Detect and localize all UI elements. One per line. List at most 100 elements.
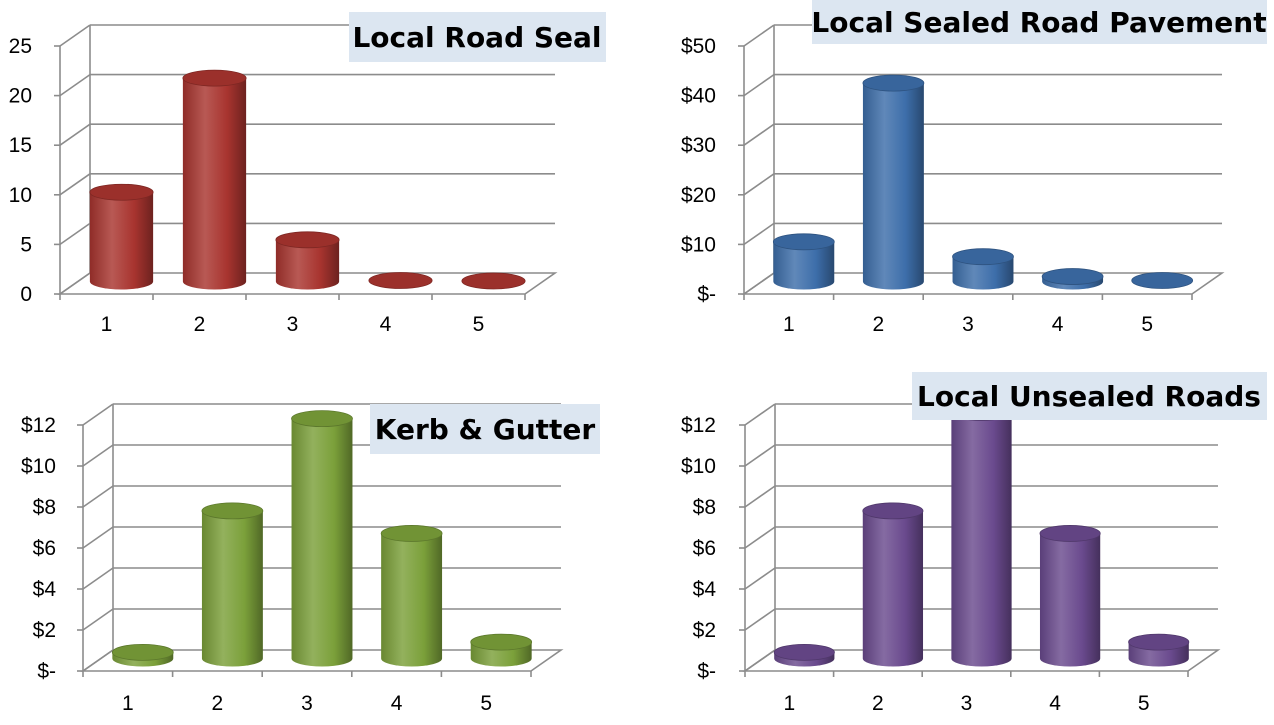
- y-tick-label: $4: [693, 578, 717, 601]
- bar: [368, 272, 433, 289]
- bar: [291, 410, 353, 667]
- x-tick-label: 5: [1141, 313, 1153, 336]
- y-tick-label: 0: [20, 283, 32, 306]
- bar: [950, 404, 1013, 667]
- y-tick-label: $10: [21, 455, 56, 478]
- chart-title: Local Sealed Road Pavement: [811, 6, 1266, 39]
- bar-body: [275, 239, 340, 290]
- bar: [1128, 633, 1190, 667]
- chart-panel-2: $- $10 $20 $30 $40 $50 1 2 3 4 5 Local Sealed Road …: [681, 0, 1267, 336]
- chart-title-box: [370, 404, 600, 454]
- y-tick-label: $8: [33, 496, 56, 519]
- y-tick-label: $10: [681, 233, 716, 256]
- bar-body: [951, 412, 1012, 667]
- y-tick-label: $12: [681, 414, 716, 437]
- x-tick-label: 5: [473, 313, 485, 336]
- bar-body: [773, 241, 835, 290]
- bar-body: [1039, 533, 1101, 667]
- y-tick-label: $12: [21, 414, 56, 437]
- bar-top: [470, 633, 533, 651]
- grid-connector: [59, 73, 91, 97]
- grid-connector: [744, 485, 776, 508]
- bar-top: [1039, 525, 1101, 542]
- x-tick-label: 1: [783, 692, 795, 715]
- x-tick-label: 2: [872, 692, 884, 715]
- bar: [772, 233, 835, 290]
- bar-body: [862, 83, 924, 290]
- grid-connector: [82, 444, 114, 467]
- grid-connector: [744, 444, 776, 467]
- floor: [741, 272, 1225, 295]
- x-tick-label: 4: [380, 313, 392, 336]
- grid-connector: [59, 123, 91, 146]
- bar-top: [275, 231, 340, 249]
- chart-panel-1: 0 5 10 15 20 25 1 2 3 4 5 Local Road Seal: [9, 12, 606, 336]
- y-tick-label: $10: [681, 455, 716, 478]
- bar-top: [111, 643, 174, 661]
- bar: [461, 272, 526, 290]
- bar-body: [182, 78, 247, 290]
- bar-body: [201, 510, 263, 667]
- x-tick-label: 5: [1138, 692, 1150, 715]
- y-tick-label: $-: [37, 660, 56, 683]
- floor: [80, 649, 564, 672]
- bar-top: [182, 69, 247, 87]
- y-tick-label: 5: [20, 233, 32, 256]
- bar: [1039, 525, 1101, 667]
- x-tick-label: 4: [1052, 313, 1064, 336]
- x-tick-label: 2: [194, 313, 206, 336]
- floor: [57, 272, 558, 295]
- y-tick-label: $2: [693, 619, 716, 642]
- x-tick-label: 4: [1049, 692, 1061, 715]
- chart-title: Local Road Seal: [352, 21, 601, 54]
- y-tick-label: $8: [693, 496, 716, 519]
- grid-connector: [744, 567, 776, 590]
- grid-connector: [59, 173, 91, 196]
- x-tick-label: 3: [961, 692, 973, 715]
- grid-connector: [743, 173, 775, 196]
- grid-connector: [82, 567, 114, 590]
- chart-title-box: [912, 372, 1267, 420]
- bar-top: [862, 74, 925, 92]
- grid-connector: [82, 403, 114, 426]
- grid-connector: [743, 73, 775, 97]
- y-tick-label: $4: [33, 578, 57, 601]
- x-tick-label: 1: [122, 692, 134, 715]
- x-tick-label: 5: [480, 692, 492, 715]
- x-tick-label: 4: [391, 692, 403, 715]
- chart-title: Local Unsealed Roads: [917, 380, 1261, 413]
- grid-connector: [744, 608, 776, 631]
- bar-top: [952, 248, 1014, 266]
- chart-title-box: [812, 0, 1267, 44]
- y-tick-label: $2: [33, 619, 56, 642]
- y-tick-label: $6: [693, 537, 716, 560]
- bar: [862, 74, 925, 290]
- bar: [380, 525, 443, 667]
- y-tick-label: $-: [697, 660, 716, 683]
- y-tick-label: $40: [681, 85, 716, 108]
- y-tick-label: 10: [9, 184, 32, 207]
- bar-top: [773, 643, 835, 661]
- grid-connector: [82, 526, 114, 549]
- x-tick-label: 3: [962, 313, 974, 336]
- bar-top: [1131, 272, 1194, 289]
- bar: [1131, 272, 1194, 289]
- x-tick-label: 1: [101, 313, 113, 336]
- grid-connector: [82, 608, 114, 631]
- bar-body: [381, 533, 443, 667]
- y-tick-label: $30: [681, 134, 716, 157]
- chart-title: Kerb & Gutter: [375, 413, 596, 446]
- chart-panel-4: $- $2 $4 $6 $8 $10 $12 1 2 3 4 5 Local Unsealed Road…: [681, 372, 1267, 715]
- bar: [1041, 268, 1104, 290]
- grid-connector: [59, 24, 91, 47]
- bar: [89, 183, 154, 290]
- bar-top: [461, 272, 526, 290]
- bar-top: [1041, 268, 1104, 285]
- grid-connector: [743, 222, 775, 246]
- grid-connector: [743, 123, 775, 146]
- bar-top: [1128, 633, 1190, 651]
- y-tick-label: 20: [9, 85, 32, 108]
- bar-top: [772, 233, 835, 251]
- grid-connector: [744, 526, 776, 549]
- bar-top: [291, 410, 353, 428]
